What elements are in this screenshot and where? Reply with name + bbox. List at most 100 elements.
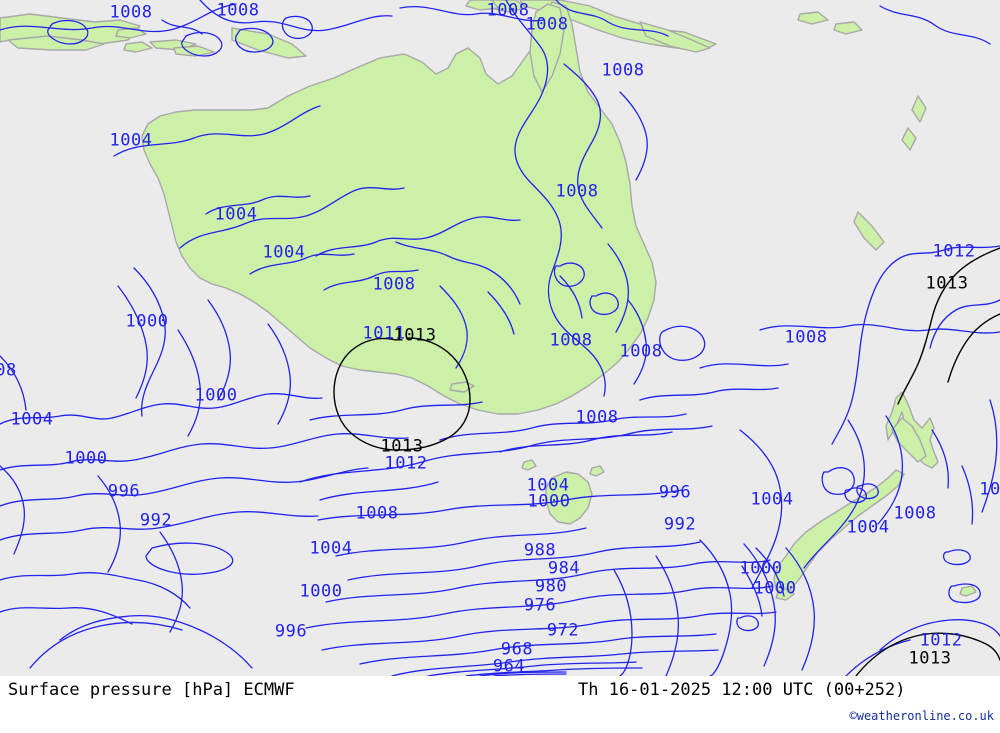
isobar-1008-a	[0, 3, 237, 33]
isobar-1004-aus8	[487, 291, 515, 335]
land-nz-stewart	[775, 587, 795, 601]
isobar-1008-qld3	[619, 91, 648, 181]
isobar-992-so	[305, 585, 773, 629]
land-new-caledonia	[853, 211, 885, 251]
isobar-1008-qld1	[505, 0, 606, 397]
isobar-1004-aus7	[439, 285, 468, 369]
product-title: Surface pressure [hPa] ECMWF	[8, 680, 295, 700]
isobar-bight-c	[439, 413, 687, 441]
isobar-984-so	[359, 633, 717, 665]
isobar-1004-aus9	[559, 275, 583, 319]
isobar-964-so	[493, 673, 567, 676]
land-small-isl-4	[123, 41, 153, 53]
isobar-1013-ridge-ne	[897, 247, 1000, 405]
isobar-right-v2	[961, 465, 974, 525]
isobar-1000-wa1	[133, 267, 166, 417]
isobar-992-west	[0, 511, 319, 541]
isobar-972-so	[465, 667, 643, 676]
land-vanuatu-2	[901, 127, 917, 151]
isobar-1012-bight2	[319, 481, 439, 501]
map-canvas[interactable]: 1008 1008 1008 1008 1008 1004 1004 1004 1008 1008…	[0, 0, 1000, 676]
isobar-nz-1008a	[877, 415, 904, 525]
land-islet-1	[959, 585, 977, 597]
landmasses	[0, 0, 977, 601]
isobar-996-so	[325, 559, 771, 603]
land-king-isl	[521, 459, 537, 471]
isobar-1008-ring3	[235, 27, 274, 53]
isobar-1012-br2	[845, 639, 911, 676]
isobar-1012-right2	[929, 299, 1000, 349]
isobar-1000-wa3	[177, 329, 202, 437]
isobar-bight-e	[639, 387, 779, 401]
isobar-so-leg3	[785, 547, 816, 671]
isobar-nz-small2	[948, 583, 981, 604]
isobar-sw-curve3	[159, 531, 184, 633]
valid-time: Th 16-01-2025 12:00 UTC (00+252)	[578, 680, 906, 700]
isobar-1000-west	[0, 433, 409, 471]
isobar-1004-aus1	[179, 187, 405, 249]
isobar-nz-loop1	[821, 467, 855, 495]
isobar-bight-b	[309, 401, 483, 421]
isobar-1004-west	[0, 393, 323, 425]
isobar-1004-aus6	[395, 241, 521, 305]
isobar-1012-right	[831, 245, 1000, 445]
isobar-1013-ridge-ne2	[947, 313, 1000, 383]
isobar-1004-aus2	[205, 195, 311, 215]
isobar-1013-br	[855, 632, 1000, 676]
land-cape-york	[529, 3, 565, 93]
isobar-1008-east	[759, 323, 1000, 334]
isobar-nz-loop3	[736, 615, 759, 632]
map-graphics	[0, 0, 1000, 676]
isobar-nz-small1	[942, 549, 971, 566]
isobar-1000-sw2	[29, 621, 183, 669]
isobar-1008-d	[555, 0, 669, 37]
land-australia-mainland	[141, 1, 657, 415]
isobars-black-1013	[333, 247, 1000, 676]
isobar-1012-br	[879, 619, 1000, 651]
isobar-1004-so	[335, 527, 587, 557]
isobar-1004-aus10	[207, 299, 232, 401]
isobar-984-sw	[0, 607, 133, 625]
isobar-1008-east2	[699, 363, 789, 369]
isobar-1013-high-cell	[333, 337, 471, 451]
land-solomon-1	[797, 11, 829, 25]
isobar-1008-b	[199, 0, 393, 32]
isobar-bight-a	[0, 355, 27, 411]
isobar-1008-c	[399, 6, 545, 22]
isobar-1008-so	[317, 489, 683, 521]
isobar-1008-e	[879, 5, 991, 45]
isobar-1008-qld5	[627, 299, 648, 385]
isobar-sw-curve2	[97, 475, 122, 573]
isobar-976-so	[427, 661, 637, 676]
isobar-980-so	[391, 649, 719, 676]
isobar-1008-loop3	[659, 325, 706, 361]
isobar-1004-aus5	[323, 269, 419, 291]
isobar-988-sw	[0, 572, 191, 609]
isobar-bight-d	[499, 431, 673, 453]
isobar-1008-qld4	[607, 243, 630, 333]
land-sumba-flores	[7, 35, 105, 51]
isobar-so-leg2	[743, 543, 776, 667]
isobar-988-so	[321, 611, 777, 651]
isobar-so-leg1	[699, 539, 733, 676]
isobar-1000-wa2	[117, 285, 148, 399]
land-vanuatu-1	[911, 95, 927, 123]
isobar-right-v1	[981, 399, 998, 513]
isobar-1000-so	[347, 541, 701, 581]
isobar-1004-nw	[113, 105, 321, 157]
isobar-nz-loop2	[844, 487, 867, 504]
isobar-nz-1008b	[931, 429, 950, 489]
land-tasmania	[545, 471, 593, 525]
land-tasmania-isl	[589, 465, 605, 477]
isobar-1008-loop2	[589, 292, 619, 316]
land-nz-north-tip	[891, 417, 927, 463]
isobar-so-leg5	[613, 569, 633, 676]
isobar-1008-loop1	[553, 262, 585, 287]
isobars-blue	[0, 0, 1000, 676]
isobar-nz-1000a	[755, 547, 785, 597]
isobar-968-so	[479, 671, 567, 676]
isobar-nz-small3	[856, 483, 879, 500]
land-png-west	[465, 0, 499, 11]
isobar-nz-1004b	[803, 419, 866, 569]
